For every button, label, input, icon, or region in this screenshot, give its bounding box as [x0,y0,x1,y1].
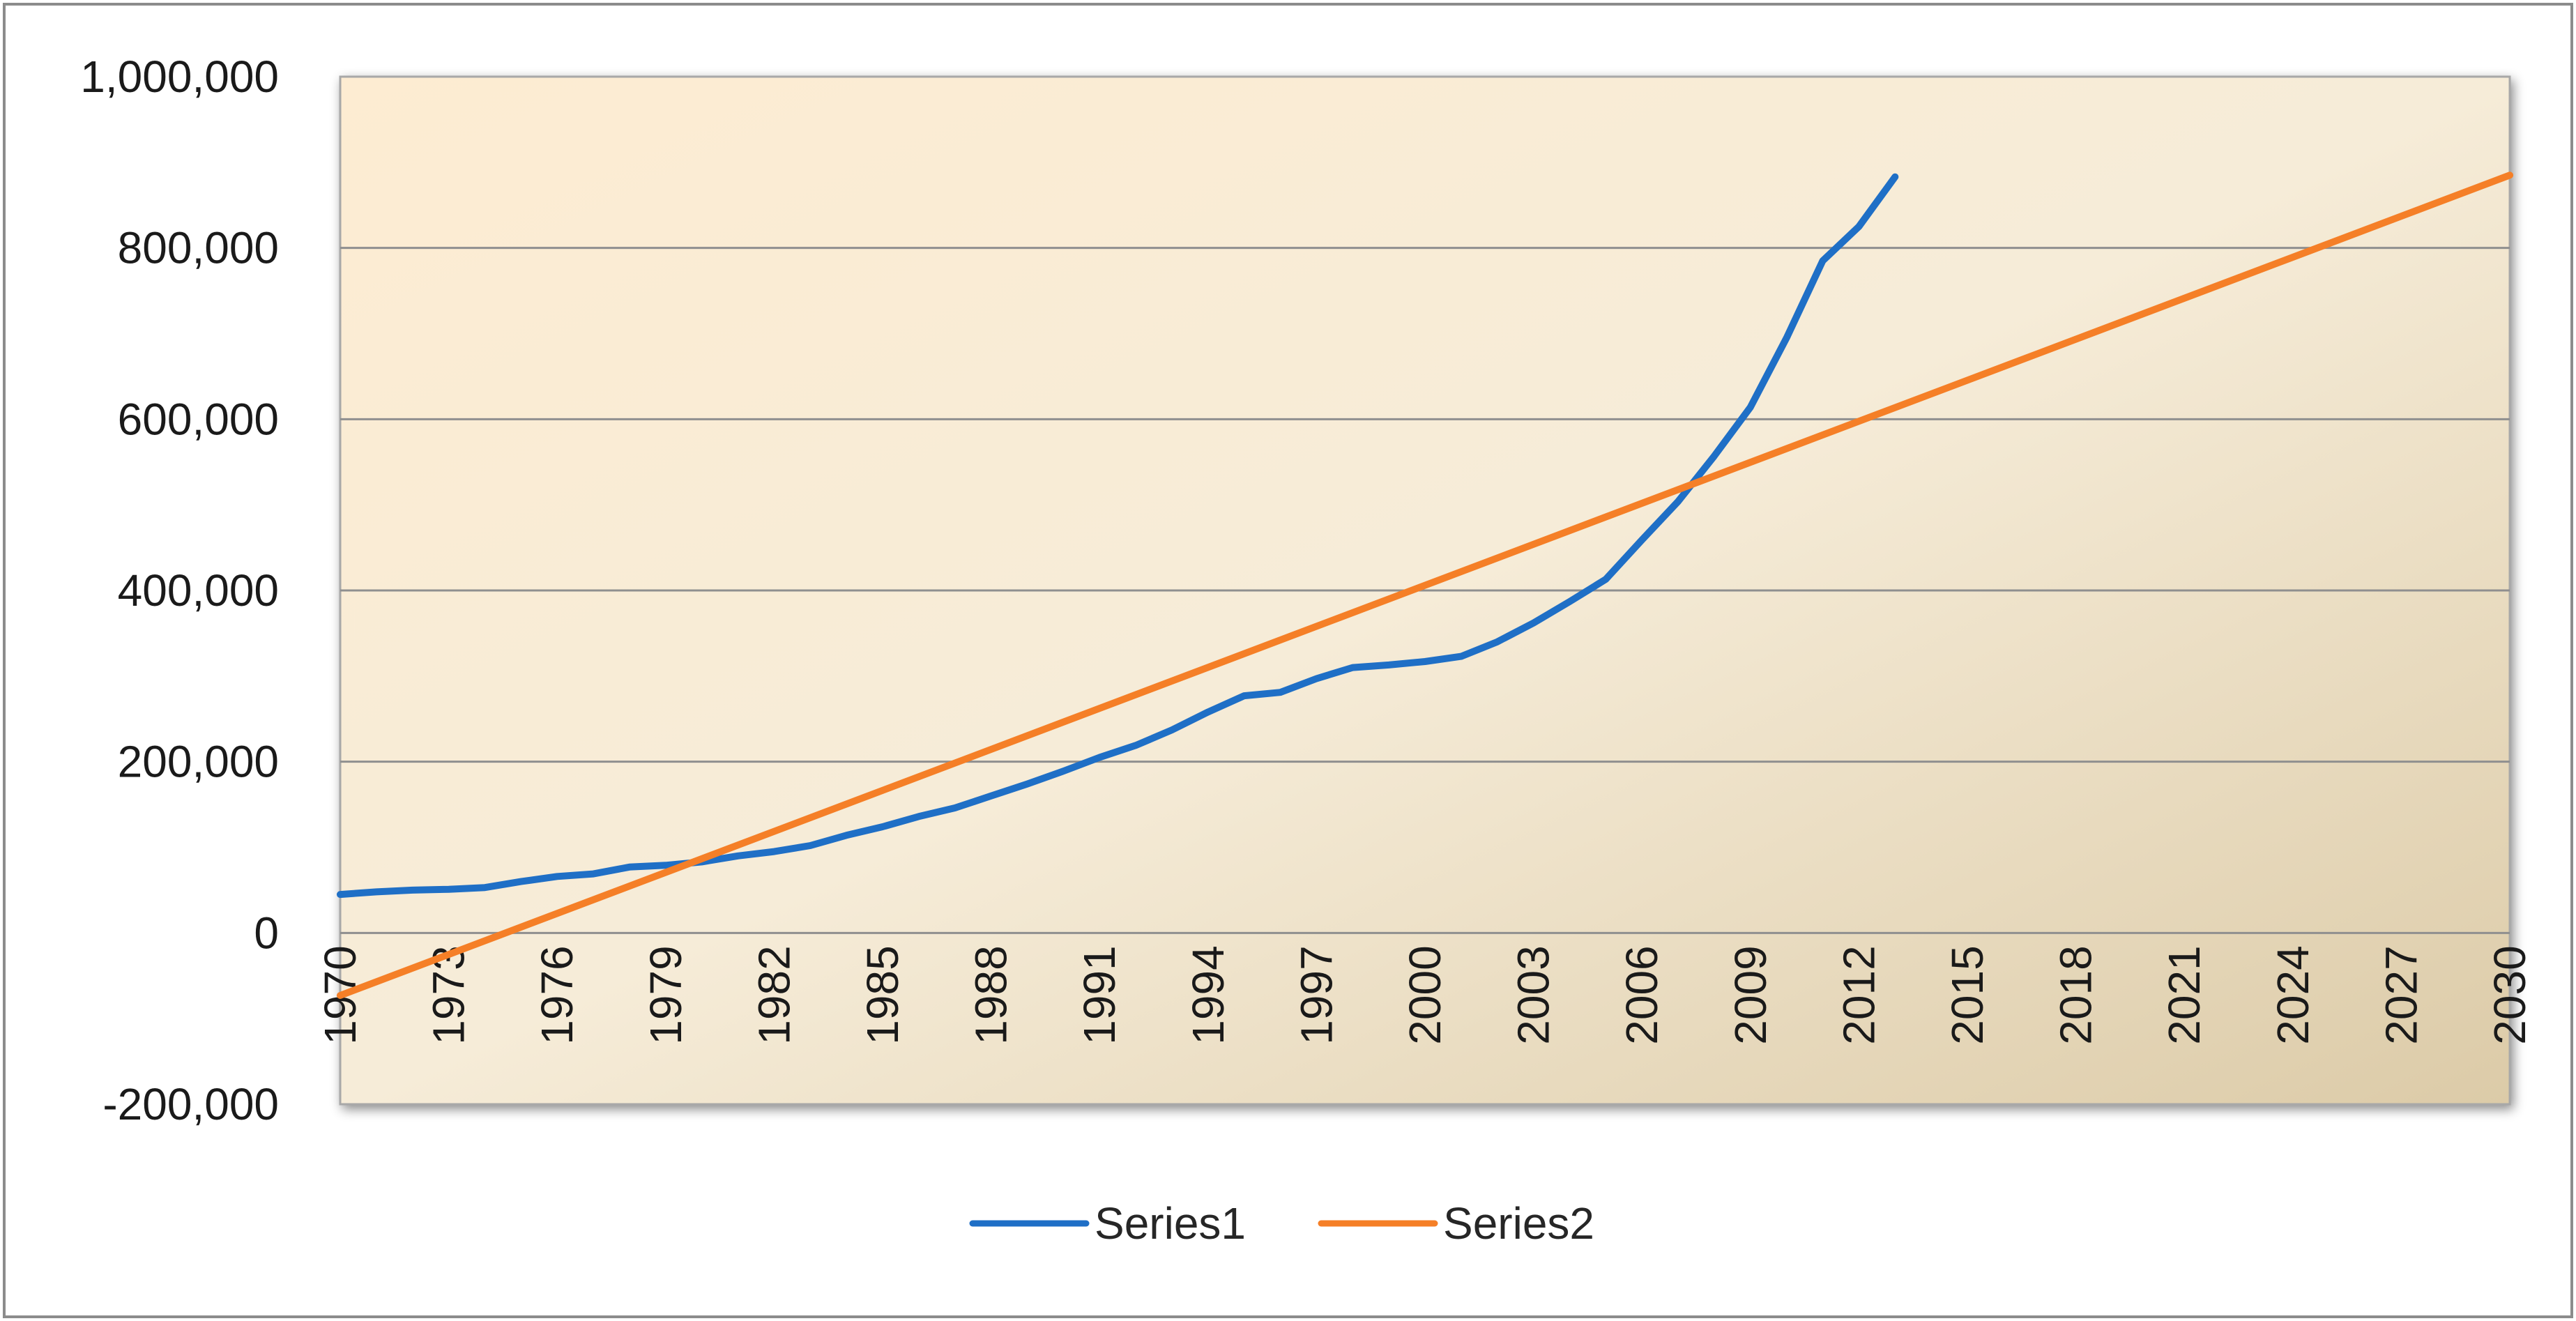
legend-item-series1[interactable]: Series1 [969,1198,1246,1249]
y-tick-label: 200,000 [118,737,279,787]
series-line-series1 [337,173,1899,899]
y-tick-label: 1,000,000 [80,52,279,102]
legend-item-series2[interactable]: Series2 [1318,1198,1594,1249]
x-tick-label: 1991 [1074,945,1125,1044]
x-tick-label: 1985 [858,945,908,1044]
y-tick-label: 400,000 [118,565,279,616]
x-tick-label: 2024 [2268,945,2318,1044]
x-tick-label: 2027 [2376,945,2426,1044]
legend: Series1 Series2 [969,1198,1594,1249]
x-tick-label: 2009 [1725,945,1776,1044]
x-tick-label: 2015 [1942,945,1992,1044]
legend-label-series1: Series1 [1095,1198,1246,1249]
x-tick-label: 1976 [532,945,582,1044]
x-tick-label: 2003 [1509,945,1559,1044]
series-lines [337,171,2513,999]
x-tick-label: 1982 [749,945,799,1044]
y-tick-label: 800,000 [118,223,279,273]
y-tick-label: -200,000 [102,1079,279,1129]
legend-label-series2: Series2 [1443,1198,1594,1249]
x-tick-label: 1979 [641,945,691,1044]
x-tick-label: 2012 [1834,945,1884,1044]
x-tick-label: 2000 [1400,945,1450,1044]
x-tick-label: 2030 [2485,945,2535,1044]
y-axis-tick-labels: -200,000 0 200,000 400,000 600,000 800,000 1,0… [80,52,279,1129]
y-tick-label: 600,000 [118,394,279,444]
x-tick-label: 2006 [1617,945,1667,1044]
x-tick-label: 1997 [1291,945,1341,1044]
series-line-series2 [337,171,2513,999]
y-tick-label: 0 [254,908,279,958]
gridlines [340,247,2510,934]
x-tick-label: 2018 [2051,945,2101,1044]
x-tick-label: 2021 [2159,945,2209,1044]
x-axis-tick-labels: 1970 1973 1976 1979 1982 1985 1988 1991 1994 1997… [315,945,2535,1044]
x-tick-label: 1994 [1183,945,1233,1044]
x-tick-label: 1988 [966,945,1016,1044]
